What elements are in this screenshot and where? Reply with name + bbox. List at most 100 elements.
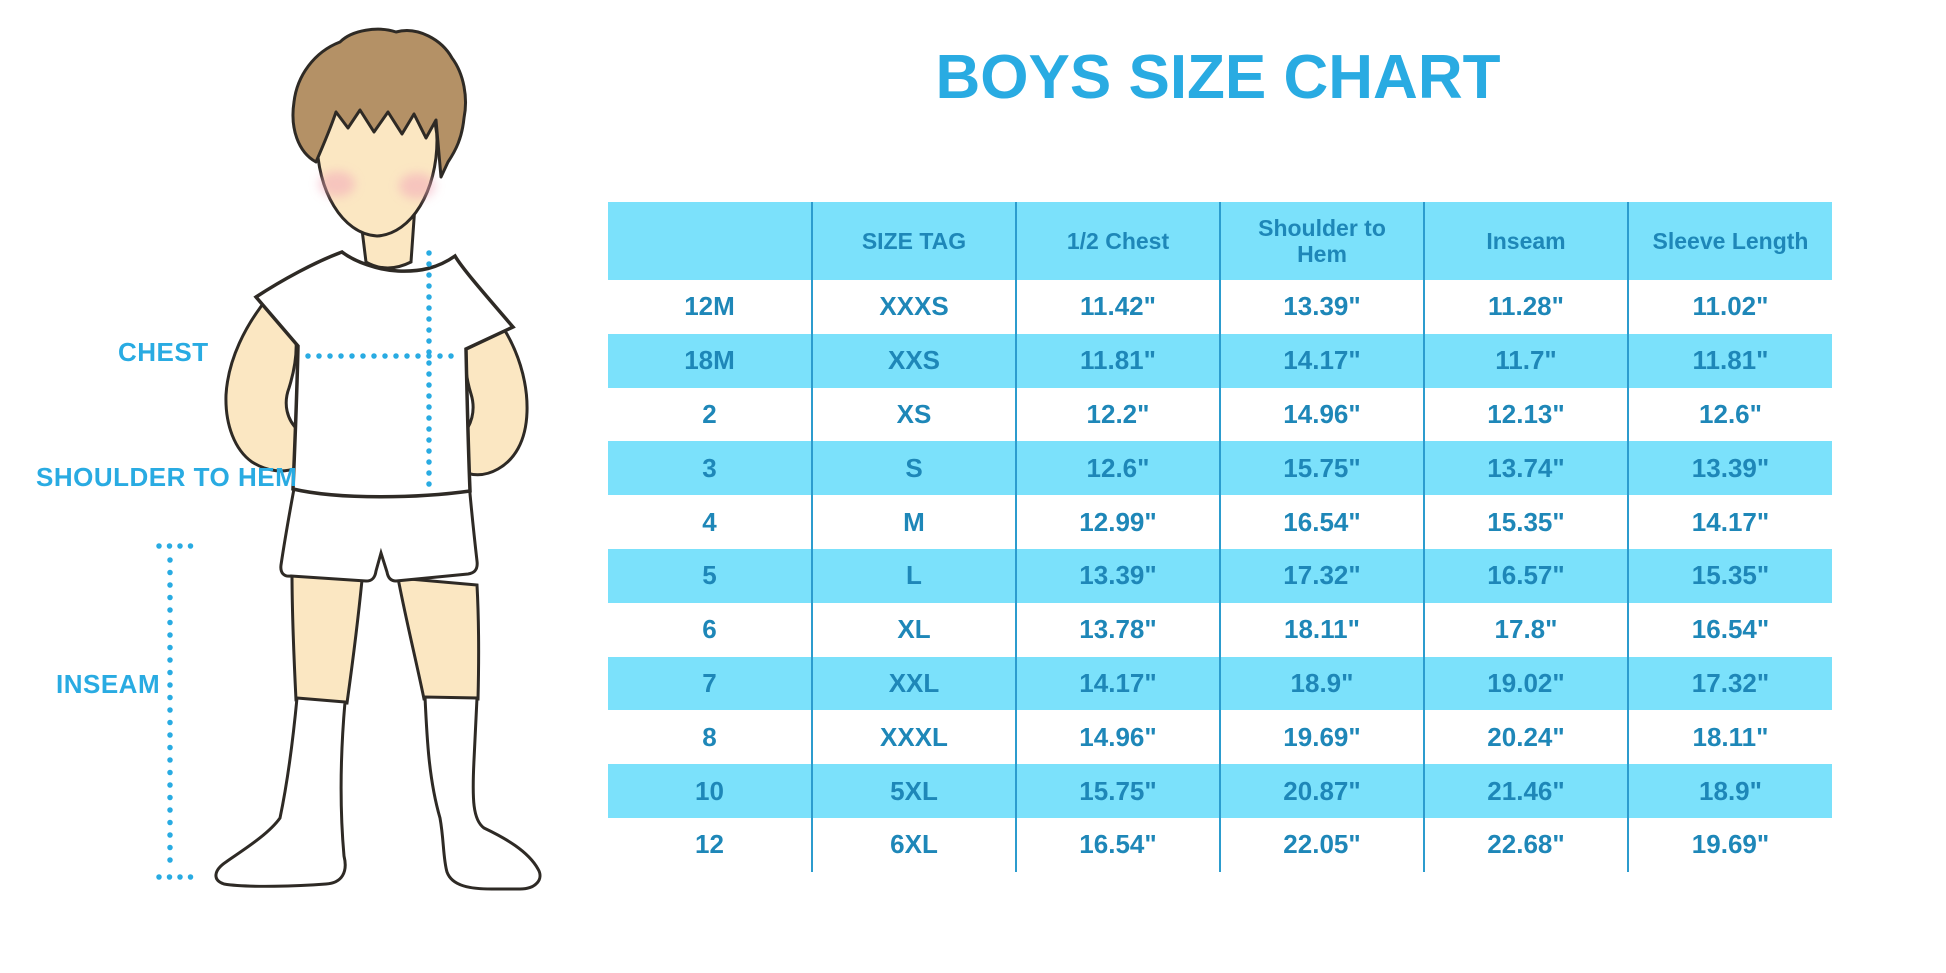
cell-measurement: 12.6"	[1016, 441, 1221, 496]
cell-size: 12M	[608, 280, 813, 334]
col-header-shoulder-to-hem: Shoulder to Hem	[1220, 202, 1425, 280]
cell-measurement: 18.11"	[1220, 602, 1425, 657]
left-arm	[224, 293, 300, 473]
cell-measurement: 19.69"	[1220, 710, 1425, 765]
col-header-inseam: Inseam	[1424, 202, 1629, 280]
cell-measurement: 15.35"	[1691, 560, 1770, 591]
table-row: 8 XXXL 14.96" 19.69" 20.24" 18.11"	[608, 710, 1832, 765]
cell-measurement: 11.7"	[1424, 333, 1629, 388]
cell-measurement: 16.54"	[1691, 614, 1770, 645]
cell-size: 4	[608, 495, 813, 549]
cell-measurement: 5XL	[812, 764, 1017, 818]
cell-measurement: XS	[812, 387, 1017, 442]
header-row: SIZE TAG 1/2 Chest Shoulder to Hem Insea…	[608, 202, 1832, 280]
cell-measurement: 18.9"	[1220, 656, 1425, 711]
cell-measurement: 14.96"	[1220, 387, 1425, 442]
cell-size: 18M	[608, 333, 813, 388]
cell-size: 8	[608, 710, 813, 765]
table-row: 5 L 13.39" 17.32" 16.57" 15.35"	[608, 548, 1832, 603]
col-header-half-chest: 1/2 Chest	[1016, 202, 1221, 280]
inseam-label: INSEAM	[56, 669, 161, 699]
cell-measurement: 12.2"	[1016, 387, 1221, 442]
col-header-size-tag: SIZE TAG	[812, 202, 1017, 280]
cell-measurement: 13.39"	[1691, 452, 1770, 483]
cell-size: 6	[608, 602, 813, 657]
cell-measurement: 15.75"	[1016, 764, 1221, 818]
cell-measurement: 14.96"	[1016, 710, 1221, 765]
cell-measurement: 11.81"	[1016, 333, 1221, 388]
cell-measurement: XL	[812, 602, 1017, 657]
cell-measurement: 17.32"	[1691, 667, 1770, 698]
cell-measurement: 22.05"	[1220, 817, 1425, 872]
size-table-body: 12M XXXS 11.42" 13.39" 11.28" 11.02" 18M XXS 11.…	[608, 280, 1832, 872]
table-row: 6 XL 13.78" 18.11" 17.8" 16.54"	[608, 602, 1832, 657]
page-title: BOYS SIZE CHART	[935, 43, 1501, 112]
cell-measurement: 20.87"	[1220, 764, 1425, 818]
cell-measurement: 12.99"	[1016, 495, 1221, 549]
col-header-size	[608, 202, 813, 280]
cell-size: 12	[608, 817, 813, 872]
cell-measurement: 13.39"	[1016, 548, 1221, 603]
cell-size: 5	[608, 548, 813, 603]
cell-measurement: 12.6"	[1699, 398, 1762, 429]
table-row: 12M XXXS 11.42" 13.39" 11.28" 11.02"	[608, 280, 1832, 334]
cell-measurement: 14.17"	[1691, 506, 1770, 537]
cell-measurement: 12.13"	[1424, 387, 1629, 442]
cell-measurement: 19.02"	[1424, 656, 1629, 711]
hair	[291, 27, 467, 179]
cell-size: 3	[608, 441, 813, 496]
right-sock	[423, 695, 542, 891]
cell-measurement: 13.78"	[1016, 602, 1221, 657]
cell-measurement: XXXL	[812, 710, 1017, 765]
left-cheek-blush	[319, 171, 355, 197]
shoulder-to-hem-label: SHOULDER TO HEM	[36, 462, 298, 492]
cell-measurement: M	[812, 495, 1017, 549]
table-row: 12 6XL 16.54" 22.05" 22.68" 19.69"	[608, 817, 1832, 872]
cell-measurement: 18.9"	[1699, 775, 1762, 806]
cell-measurement: S	[812, 441, 1017, 496]
cell-measurement: 17.8"	[1424, 602, 1629, 657]
cell-measurement: 16.54"	[1220, 495, 1425, 549]
cell-measurement: L	[812, 548, 1017, 603]
table-row: 7 XXL 14.17" 18.9" 19.02" 17.32"	[608, 656, 1832, 711]
cell-measurement: 11.81"	[1692, 345, 1769, 376]
table-row: 3 S 12.6" 15.75" 13.74" 13.39"	[608, 441, 1832, 496]
cell-measurement: 6XL	[812, 817, 1017, 872]
cell-measurement: 15.75"	[1220, 441, 1425, 496]
table-row: 18M XXS 11.81" 14.17" 11.7" 11.81"	[608, 333, 1832, 388]
table-row: 2 XS 12.2" 14.96" 12.13" 12.6"	[608, 387, 1832, 442]
cell-measurement: 11.28"	[1424, 280, 1629, 334]
cell-measurement: 11.02"	[1692, 291, 1769, 322]
cell-measurement: XXL	[812, 656, 1017, 711]
col-header-sleeve-length: Sleeve Length	[1652, 227, 1809, 254]
tshirt	[253, 250, 516, 499]
cell-measurement: 19.69"	[1691, 829, 1770, 860]
cell-measurement: 17.32"	[1220, 548, 1425, 603]
chest-label: CHEST	[118, 337, 209, 367]
cell-measurement: 21.46"	[1424, 764, 1629, 818]
size-table: SIZE TAG 1/2 Chest Shoulder to Hem Insea…	[608, 202, 1832, 872]
boy-illustration	[156, 27, 542, 891]
cell-measurement: 15.35"	[1424, 495, 1629, 549]
right-leg	[396, 576, 481, 701]
left-leg	[290, 570, 364, 705]
cell-size: 10	[608, 764, 813, 818]
cell-measurement: 18.11"	[1692, 721, 1769, 752]
cell-measurement: 11.42"	[1016, 280, 1221, 334]
cell-measurement: 14.17"	[1220, 333, 1425, 388]
cell-size: 7	[608, 656, 813, 711]
inseam-dotted-line	[156, 543, 194, 880]
left-sock	[214, 696, 347, 888]
cell-measurement: 20.24"	[1424, 710, 1629, 765]
cell-measurement: 13.74"	[1424, 441, 1629, 496]
cell-measurement: 22.68"	[1424, 817, 1629, 872]
table-row: 10 5XL 15.75" 20.87" 21.46" 18.9"	[608, 764, 1832, 818]
right-cheek-blush	[399, 173, 435, 199]
cell-measurement: 16.54"	[1016, 817, 1221, 872]
cell-size: 2	[608, 387, 813, 442]
table-row: 4 M 12.99" 16.54" 15.35" 14.17"	[608, 495, 1832, 549]
cell-measurement: 16.57"	[1424, 548, 1629, 603]
size-table-header: SIZE TAG 1/2 Chest Shoulder to Hem Insea…	[608, 202, 1832, 280]
shorts	[279, 476, 479, 583]
